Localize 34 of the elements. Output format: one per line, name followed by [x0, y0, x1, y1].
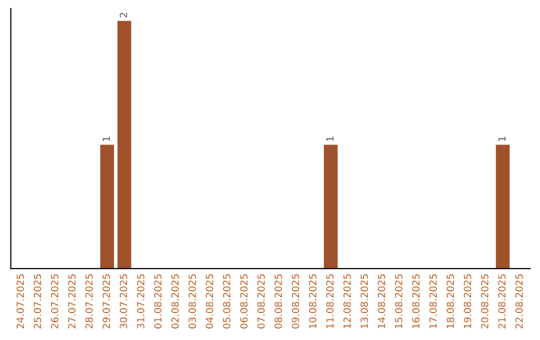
x-tick-label: 31.07.2025 — [136, 274, 144, 328]
x-tick-label: 17.08.2025 — [429, 274, 437, 328]
x-tick-label: 29.07.2025 — [102, 274, 110, 328]
x-tick-label: 07.08.2025 — [257, 274, 265, 328]
data-label: 2 — [120, 12, 128, 18]
x-tick-label: 27.07.2025 — [68, 274, 76, 328]
x-tick-label: 18.08.2025 — [446, 274, 454, 328]
x-tick-label: 13.08.2025 — [360, 274, 368, 328]
x-tick-label: 14.08.2025 — [378, 274, 386, 328]
x-tick-label: 12.08.2025 — [343, 274, 351, 328]
x-tick-label: 24.07.2025 — [16, 274, 24, 328]
x-tick-label: 03.08.2025 — [188, 274, 196, 328]
x-tick-label: 26.07.2025 — [50, 274, 58, 328]
x-tick-label: 25.07.2025 — [34, 274, 42, 328]
x-tick-label: 19.08.2025 — [464, 274, 472, 328]
x-tick-label: 20.08.2025 — [481, 274, 488, 328]
x-tick-label: 10.08.2025 — [309, 274, 316, 328]
x-tick-label: 02.08.2025 — [171, 274, 179, 328]
x-tick-label: 08.08.2025 — [274, 274, 282, 328]
x-tick-label: 22.08.2025 — [515, 274, 523, 328]
x-tick-label: 01.08.2025 — [154, 274, 162, 328]
x-tick-label: 09.08.2025 — [292, 274, 300, 328]
x-tick-label: 30.07.2025 — [120, 274, 128, 328]
x-tick-label: 15.08.2025 — [395, 274, 402, 328]
x-tick-label: 21.08.2025 — [498, 274, 506, 328]
data-label: 1 — [102, 136, 110, 141]
x-tick-label: 16.08.2025 — [412, 274, 420, 328]
x-tick-label: 04.08.2025 — [206, 274, 214, 328]
data-label: 1 — [498, 136, 506, 141]
x-tick-label: 05.08.2025 — [223, 274, 230, 328]
x-tick-label: 06.08.2025 — [240, 274, 248, 328]
data-label: 1 — [326, 136, 334, 141]
x-tick-label: 28.07.2025 — [85, 274, 93, 328]
x-tick-label: 11.08.2025 — [326, 274, 334, 328]
